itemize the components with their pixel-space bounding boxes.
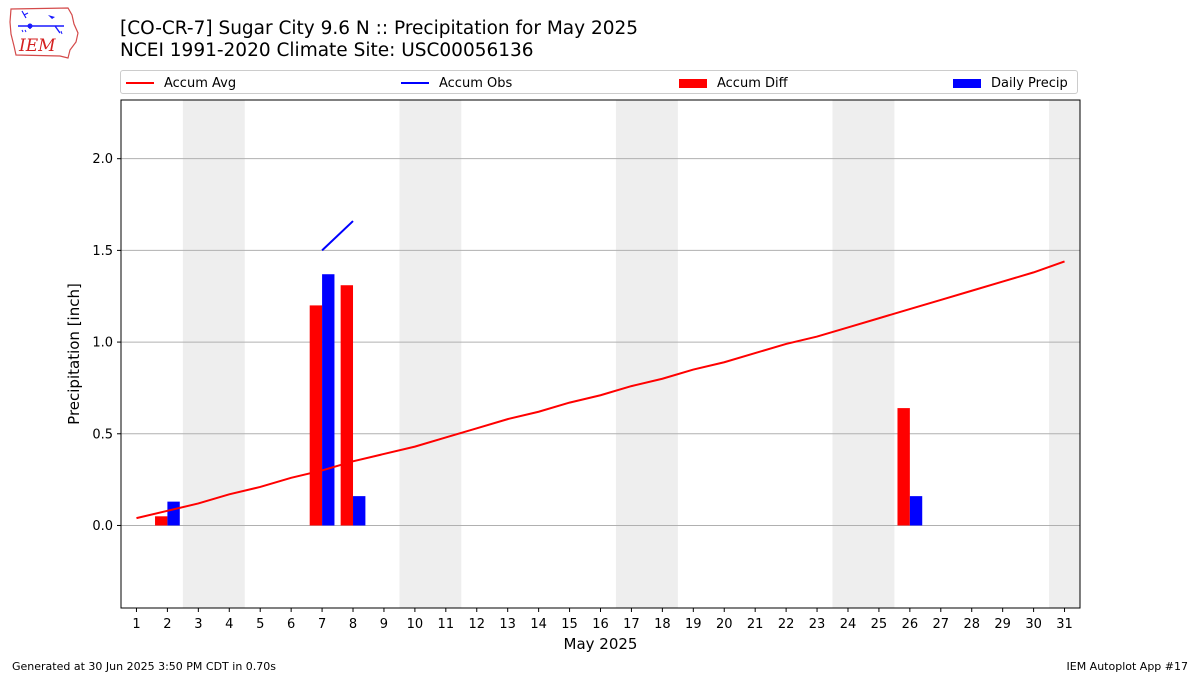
legend-label-daily-precip: Daily Precip — [991, 75, 1068, 91]
generated-note: Generated at 30 Jun 2025 3:50 PM CDT in … — [12, 660, 277, 673]
x-tick-label: 19 — [685, 617, 702, 632]
accum-diff-bar — [340, 285, 354, 526]
legend-item-accum-diff: Accum Diff — [679, 74, 788, 92]
legend-label-accum-avg: Accum Avg — [164, 75, 237, 91]
y-axis-label: Precipitation [inch] — [65, 283, 83, 425]
weekend-band — [1049, 100, 1080, 608]
daily-precip-bar — [167, 501, 180, 526]
x-tick-label: 26 — [902, 617, 919, 632]
x-tick-label: 30 — [1025, 617, 1042, 632]
x-tick-label: 18 — [654, 617, 671, 632]
x-tick-label: 16 — [592, 617, 609, 632]
y-tick-label: 1.5 — [92, 244, 113, 259]
x-tick-label: 23 — [809, 617, 826, 632]
app-note: IEM Autoplot App #17 — [1066, 660, 1189, 673]
x-tick-label: 24 — [840, 617, 857, 632]
weekend-band — [399, 100, 462, 608]
weekend-band — [832, 100, 895, 608]
daily-precip-bar — [353, 496, 366, 526]
x-tick-label: 27 — [933, 617, 950, 632]
x-tick-label: 21 — [747, 617, 764, 632]
accum-diff-bar — [897, 408, 910, 526]
legend-item-accum-avg: Accum Avg — [126, 74, 236, 92]
x-tick-label: 4 — [225, 617, 233, 632]
y-tick-label: 0.5 — [92, 427, 113, 442]
x-tick-label: 5 — [256, 617, 264, 632]
x-tick-label: 9 — [380, 617, 388, 632]
y-tick-label: 0.0 — [92, 519, 113, 534]
daily-precip-bar — [909, 496, 923, 526]
iem-logo: IEM — [9, 7, 79, 59]
x-tick-label: 31 — [1056, 617, 1073, 632]
x-tick-label: 22 — [778, 617, 795, 632]
x-tick-label: 14 — [530, 617, 547, 632]
y-tick-label: 2.0 — [92, 152, 113, 167]
x-tick-label: 13 — [499, 617, 516, 632]
plot-frame — [120, 99, 1081, 609]
chart-title: [CO-CR-7] Sugar City 9.6 N :: Precipitat… — [120, 18, 639, 39]
x-tick-label: 3 — [194, 617, 202, 632]
daily-precip-bar — [322, 274, 335, 526]
legend-swatch-accum-avg — [126, 82, 154, 84]
logo-text: IEM — [18, 36, 56, 56]
accum-obs-line — [321, 220, 354, 252]
x-axis-label: May 2025 — [564, 635, 638, 653]
x-tick-label: 1 — [132, 617, 140, 632]
legend-swatch-daily-precip — [953, 78, 981, 88]
legend-swatch-accum-diff — [679, 78, 707, 88]
x-tick-label: 29 — [994, 617, 1011, 632]
legend-label-accum-obs: Accum Obs — [439, 75, 513, 91]
x-tick-label: 2 — [163, 617, 171, 632]
x-tick-label: 12 — [468, 617, 485, 632]
legend: Accum Avg Accum Obs Accum Diff Daily Pre… — [120, 70, 1078, 94]
legend-label-accum-diff: Accum Diff — [717, 75, 788, 91]
legend-item-accum-obs: Accum Obs — [401, 74, 512, 92]
x-tick-label: 8 — [349, 617, 357, 632]
x-tick-label: 28 — [963, 617, 980, 632]
accum-avg-line — [136, 260, 1065, 520]
chart-subtitle: NCEI 1991-2020 Climate Site: USC00056136 — [120, 40, 534, 61]
x-tick-label: 17 — [623, 617, 640, 632]
x-tick-label: 20 — [716, 617, 733, 632]
y-tick-label: 1.0 — [92, 336, 113, 351]
weekend-band — [182, 100, 245, 608]
x-tick-label: 11 — [438, 617, 455, 632]
accum-diff-bar — [155, 516, 168, 526]
x-tick-label: 25 — [871, 617, 888, 632]
x-tick-label: 10 — [407, 617, 424, 632]
accum-diff-bar — [309, 305, 323, 526]
legend-swatch-accum-obs — [401, 82, 429, 84]
weekend-band — [615, 100, 678, 608]
x-tick-label: 6 — [287, 617, 295, 632]
x-tick-label: 7 — [318, 617, 326, 632]
legend-item-daily-precip: Daily Precip — [953, 74, 1068, 92]
x-tick-label: 15 — [561, 617, 578, 632]
